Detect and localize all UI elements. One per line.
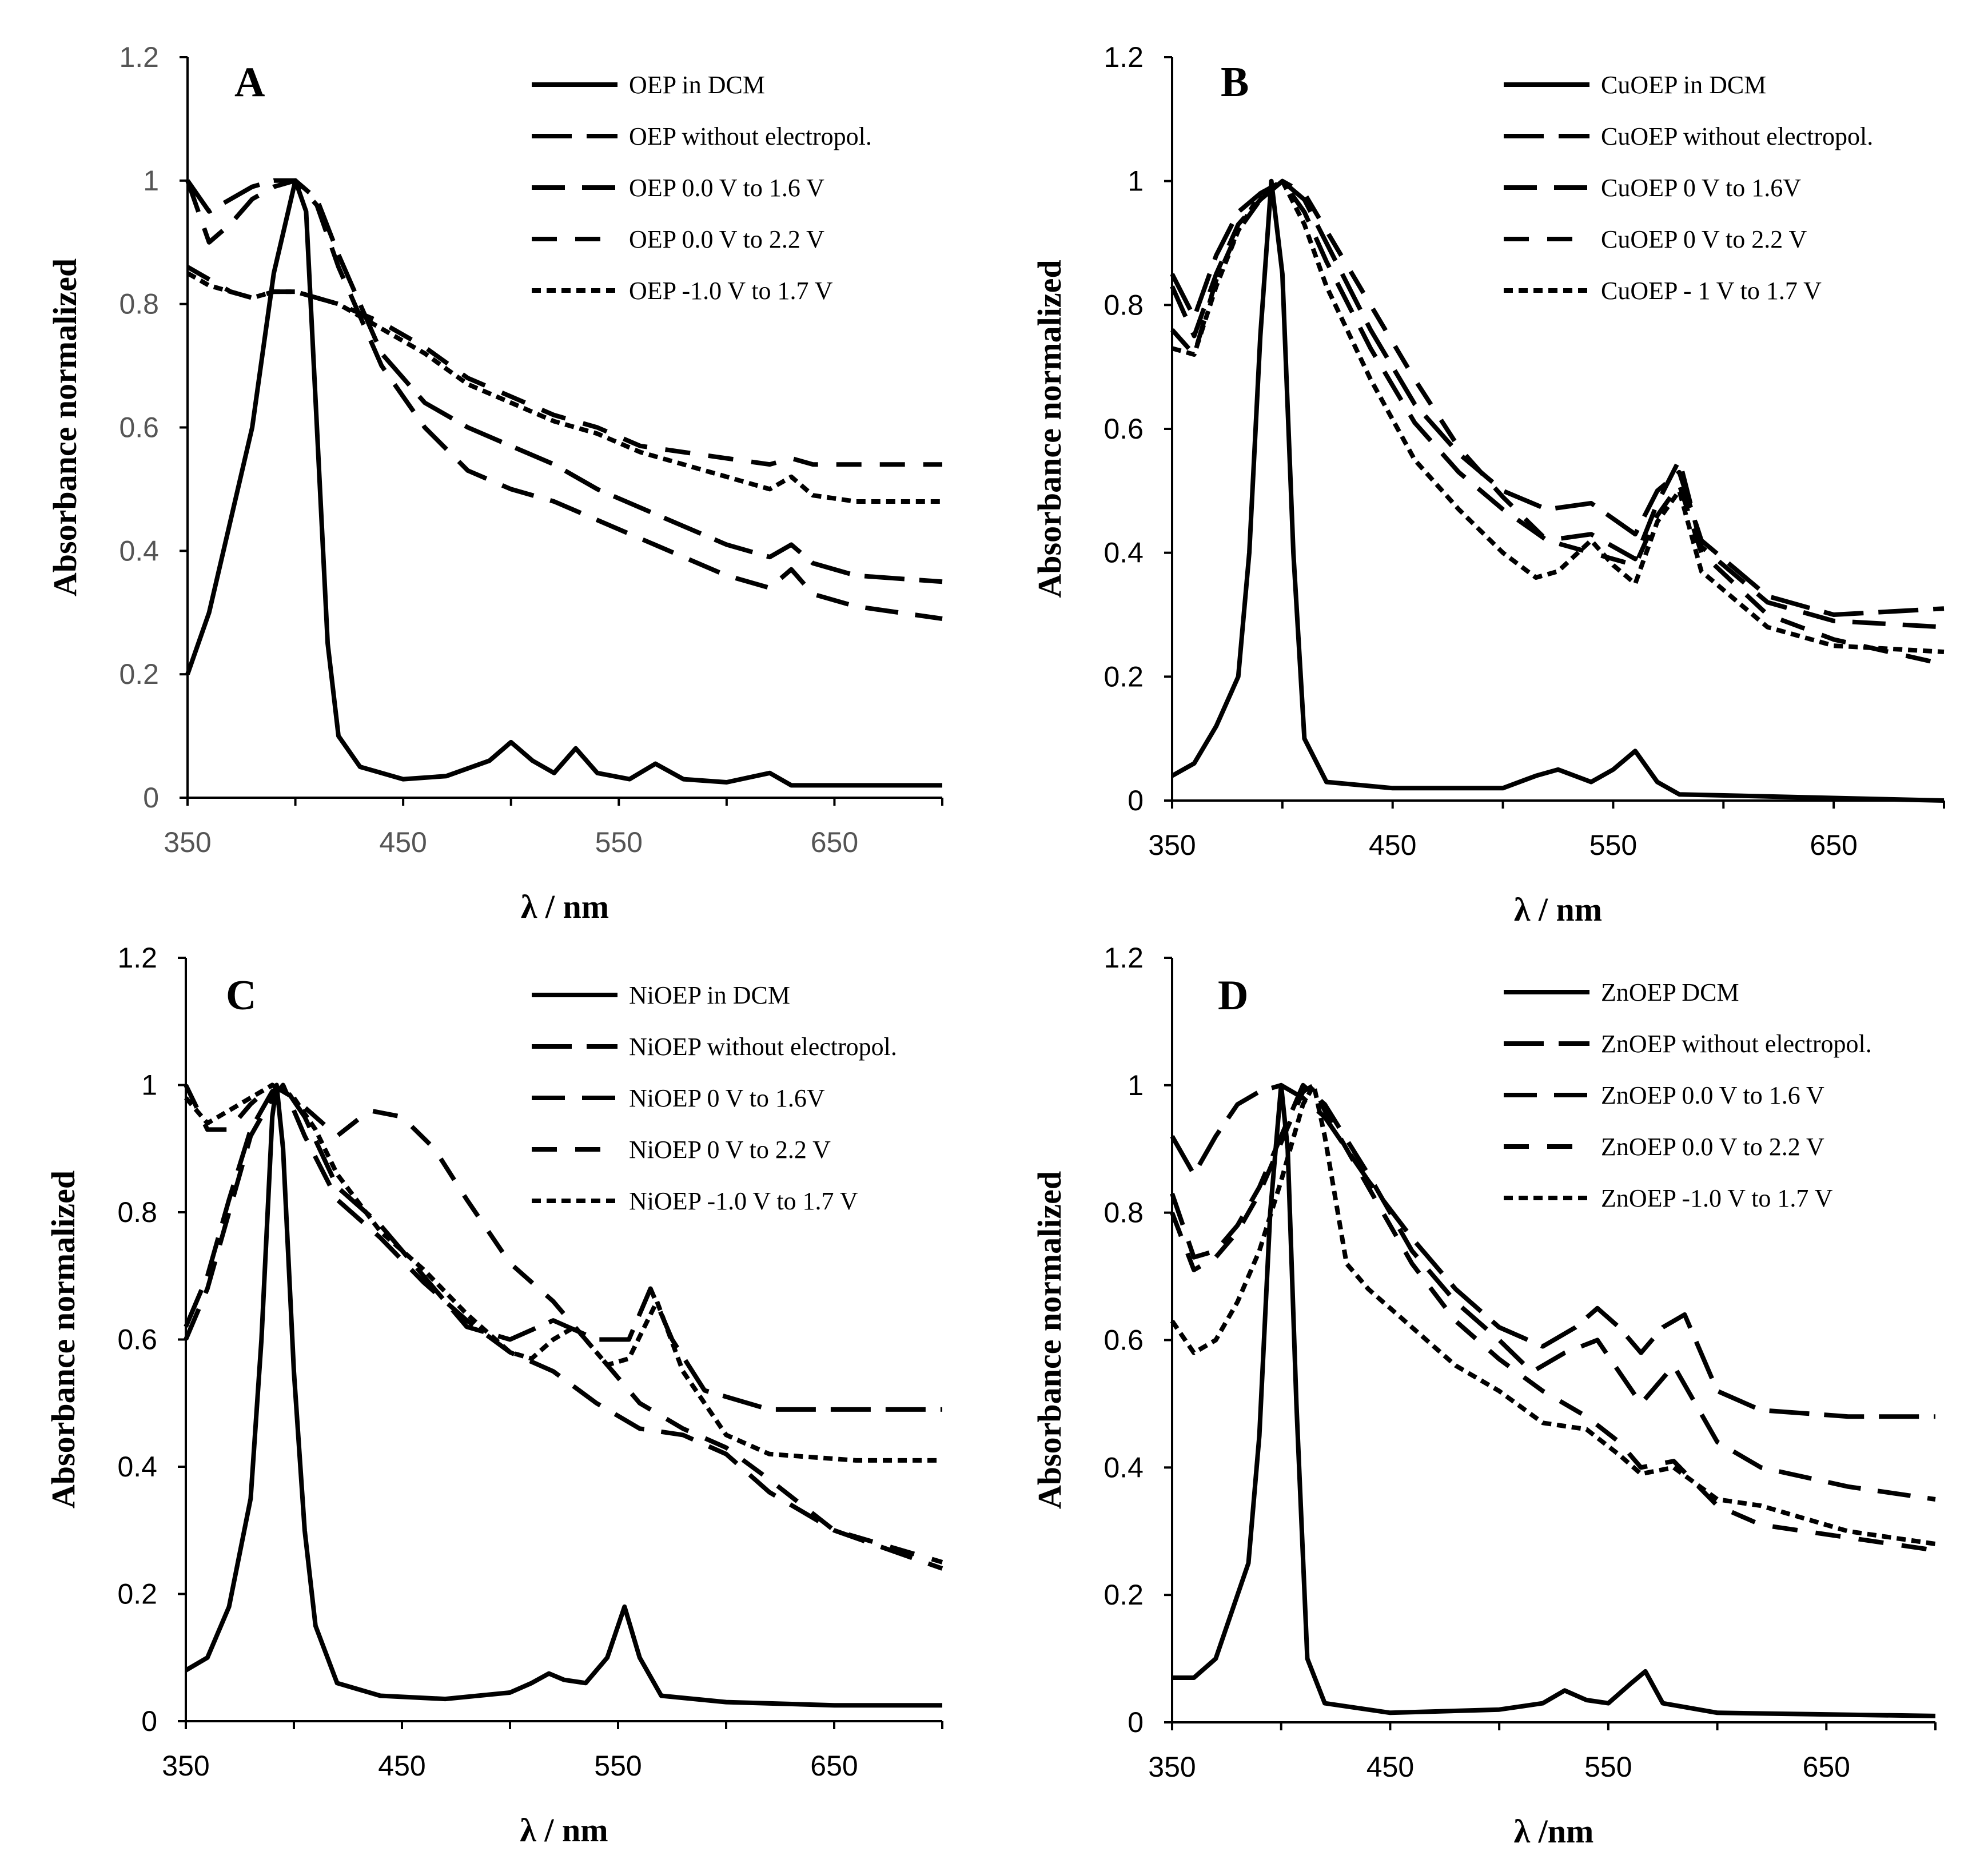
series-line (185, 178, 943, 584)
series-line (1171, 178, 1945, 803)
legend-label: OEP in DCM (629, 71, 765, 99)
x-axis-title: λ / nm (521, 888, 609, 925)
legend-label: NiOEP -1.0 V to 1.7 V (629, 1187, 858, 1215)
y-tick-label: 0.4 (1103, 1451, 1144, 1483)
series-line (184, 1082, 943, 1571)
legend-label: OEP -1.0 V to 1.7 V (629, 277, 833, 305)
legend-label: ZnOEP -1.0 V to 1.7 V (1601, 1184, 1833, 1212)
x-tick-label: 350 (162, 1750, 209, 1782)
y-tick-label: 0 (1128, 1706, 1144, 1738)
legend-label: CuOEP without electropol. (1601, 122, 1873, 150)
legend-label: ZnOEP 0.0 V to 2.2 V (1601, 1133, 1824, 1161)
x-axis-title: λ / nm (520, 1812, 608, 1849)
panel-letter: C (226, 972, 256, 1019)
panel-letter: D (1218, 972, 1248, 1019)
y-tick-label: 0.8 (117, 1196, 157, 1228)
x-axis-title: λ / nm (1514, 891, 1602, 928)
panel-letter: B (1221, 59, 1249, 106)
legend-label: NiOEP 0 V to 2.2 V (629, 1136, 831, 1164)
x-tick-label: 650 (1810, 829, 1857, 861)
series-line (1170, 1082, 1936, 1502)
series-line (186, 271, 942, 504)
y-tick-label: 0.4 (119, 535, 159, 567)
x-tick-label: 650 (1803, 1751, 1850, 1783)
x-tick-label: 450 (378, 1750, 425, 1782)
y-axis-title: Absorbance normalized (45, 1171, 82, 1508)
y-tick-label: 1 (143, 165, 159, 197)
legend-label: CuOEP 0 V to 2.2 V (1601, 225, 1807, 253)
y-tick-label: 0.8 (1103, 1197, 1144, 1229)
y-tick-label: 0.4 (1103, 537, 1144, 569)
series-line (185, 178, 943, 621)
y-tick-label: 1 (1128, 1069, 1144, 1101)
x-tick-label: 550 (595, 826, 643, 858)
x-tick-label: 550 (1584, 1751, 1632, 1783)
series-line (185, 178, 942, 788)
series-line (1171, 178, 1945, 654)
legend-label: ZnOEP without electropol. (1601, 1030, 1872, 1058)
legend-label: NiOEP 0 V to 1.6V (629, 1084, 825, 1112)
y-tick-label: 0.6 (1103, 1324, 1144, 1356)
legend-label: CuOEP - 1 V to 1.7 V (1601, 277, 1822, 305)
y-tick-label: 0.8 (119, 288, 159, 320)
legend-label: OEP without electropol. (629, 122, 872, 150)
x-tick-label: 650 (811, 826, 858, 858)
x-tick-label: 550 (594, 1750, 642, 1782)
y-tick-label: 0.2 (119, 658, 159, 690)
y-tick-label: 1.2 (117, 942, 157, 974)
y-tick-label: 0.2 (1103, 1579, 1144, 1611)
y-tick-label: 1.2 (1103, 942, 1144, 974)
y-tick-label: 0.2 (117, 1578, 157, 1610)
series-line (1170, 178, 1945, 617)
panel-d: 0 0.2 0.4 0.6 0.8 1 1.2 350 450 550 650 λ /nm Absorb… (1031, 942, 1937, 1850)
legend-label: OEP 0.0 V to 2.2 V (629, 225, 824, 253)
x-tick-label: 350 (164, 826, 211, 858)
panel-c: 0 0.2 0.4 0.6 0.8 1 1.2 350 450 550 650 λ / nm Absor… (45, 942, 943, 1849)
x-tick-label: 350 (1148, 1751, 1196, 1783)
y-tick-label: 0 (1128, 785, 1144, 817)
series-line (1170, 1082, 1936, 1553)
legend-label: NiOEP in DCM (629, 981, 790, 1009)
panel-b: 0 0.2 0.4 0.6 0.8 1 1.2 350 450 550 650 λ / nm Absor… (1031, 41, 1945, 928)
y-tick-label: 0.4 (117, 1451, 157, 1483)
series-line (1172, 1082, 1936, 1718)
series-line (184, 1082, 942, 1412)
y-tick-label: 1 (1128, 165, 1144, 197)
panel-letter: A (234, 59, 265, 106)
panel-a: 0 0.2 0.4 0.6 0.8 1 1.2 350 450 550 650 λ / nm Absor… (46, 41, 943, 925)
x-axis-title: λ /nm (1514, 1813, 1594, 1850)
x-tick-label: 350 (1148, 829, 1196, 861)
y-tick-label: 1.2 (1103, 41, 1144, 73)
y-tick-label: 0.6 (117, 1324, 157, 1356)
y-axis-title: Absorbance normalized (46, 258, 83, 596)
x-tick-label: 450 (1366, 1751, 1414, 1783)
y-tick-label: 0.2 (1103, 660, 1144, 692)
y-axis-title: Absorbance normalized (1031, 260, 1068, 598)
series-line (1170, 1082, 1935, 1419)
y-tick-label: 0 (141, 1705, 157, 1737)
x-tick-label: 550 (1589, 829, 1637, 861)
legend-label: OEP 0.0 V to 1.6 V (629, 174, 824, 202)
series-line (1170, 1082, 1936, 1546)
y-tick-label: 0.6 (1103, 413, 1144, 445)
y-tick-label: 1.2 (119, 41, 159, 73)
y-tick-label: 1 (141, 1069, 157, 1101)
legend-label: ZnOEP 0.0 V to 1.6 V (1601, 1081, 1824, 1109)
series-line (184, 1082, 942, 1708)
y-tick-label: 0.8 (1103, 289, 1144, 321)
y-tick-label: 0.6 (119, 412, 159, 444)
legend-label: CuOEP 0 V to 1.6V (1601, 174, 1801, 202)
x-tick-label: 450 (1369, 829, 1416, 861)
series-line (186, 265, 942, 467)
series-line (1170, 178, 1945, 630)
y-axis-title: Absorbance normalized (1031, 1171, 1068, 1509)
x-tick-label: 450 (379, 826, 427, 858)
legend-label: CuOEP in DCM (1601, 71, 1766, 99)
y-tick-label: 0 (143, 782, 159, 814)
legend-label: ZnOEP DCM (1601, 978, 1739, 1006)
x-tick-label: 650 (810, 1750, 858, 1782)
legend-label: NiOEP without electropol. (629, 1033, 897, 1061)
series-line (184, 1082, 943, 1565)
